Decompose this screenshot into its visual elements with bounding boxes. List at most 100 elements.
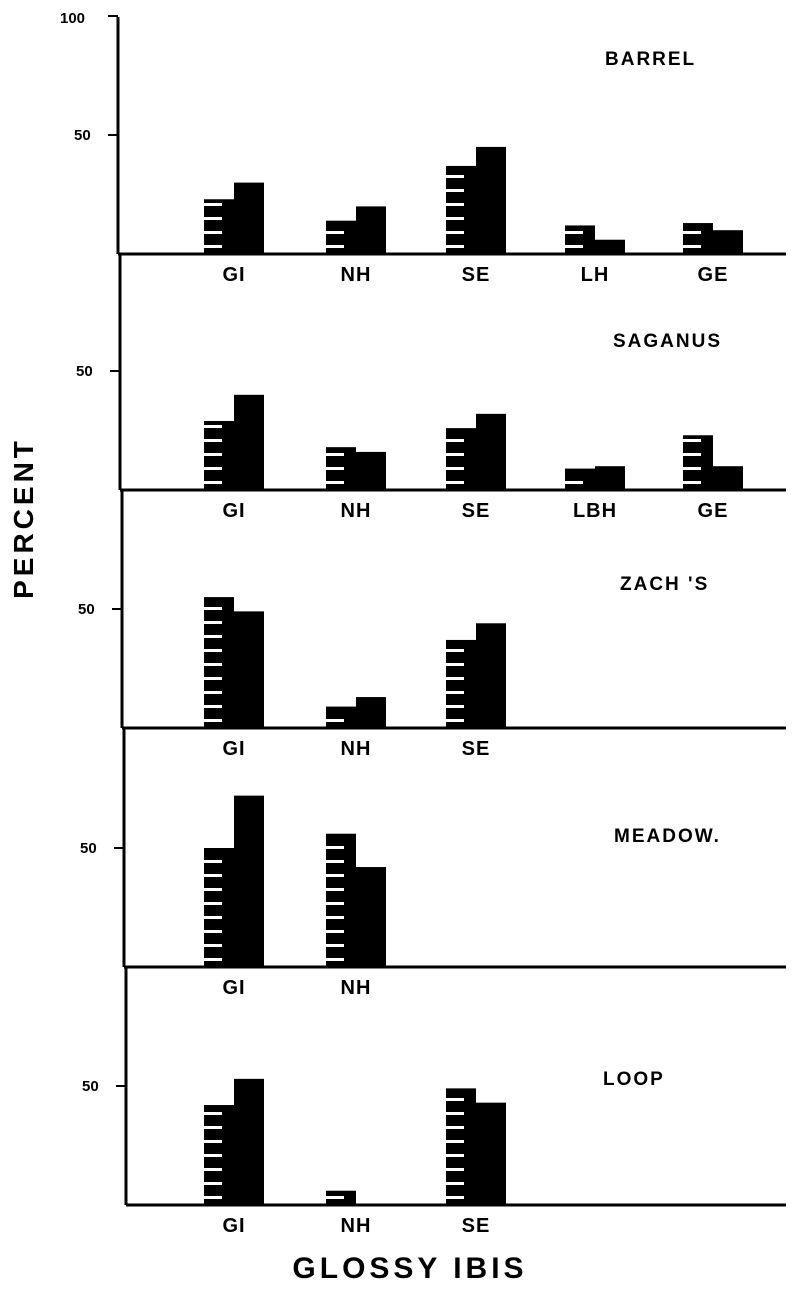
bar-striped-ge: [683, 223, 713, 254]
bar-stripe-ge-1: [681, 467, 701, 470]
bar-stripe-se-5: [444, 649, 464, 652]
y-tick-label-50: 50: [74, 127, 91, 144]
bar-stripe-gi-7: [202, 860, 222, 863]
bar-solid-ge: [713, 230, 743, 254]
bar-striped-se: [446, 1088, 476, 1205]
bar-striped-lbh: [565, 468, 595, 490]
y-tick-label-50: 50: [78, 601, 95, 618]
category-label-lbh: LBH: [573, 500, 617, 522]
bar-solid-nh: [356, 206, 386, 254]
bar-stripe-se-1: [444, 231, 464, 234]
bar-stripe-gi-6: [202, 1112, 222, 1115]
category-label-se: SE: [462, 264, 491, 286]
bar-stripe-gi-3: [202, 677, 222, 680]
bar-stripe-nh-4: [324, 902, 344, 905]
category-label-nh: NH: [341, 977, 372, 999]
bar-stripe-nh-1: [324, 944, 344, 947]
panel-4: 50 LOOP GI NH SE: [82, 967, 786, 1237]
bar-solid-ge: [713, 466, 743, 490]
bar-solid-se: [476, 623, 506, 728]
bar-stripe-se-2: [444, 217, 464, 220]
bar-stripe-gi-4: [202, 425, 222, 428]
y-tick-label-50: 50: [80, 840, 97, 857]
category-label-ge: GE: [698, 500, 729, 522]
bar-stripe-nh-2: [324, 453, 344, 456]
category-label-nh: NH: [341, 500, 372, 522]
bar-stripe-ge-0: [681, 481, 701, 484]
panel-0: 50 BARREL GI NH SE LH GE: [74, 15, 786, 286]
panel-title-4: LOOP: [603, 1069, 665, 1090]
bar-stripe-nh-7: [324, 860, 344, 863]
bar-solid-gi: [234, 795, 264, 967]
bar-solid-nh: [356, 697, 386, 728]
bar-stripe-nh-6: [324, 874, 344, 877]
bar-striped-se: [446, 428, 476, 490]
bar-stripe-se-5: [444, 1126, 464, 1129]
bar-striped-se: [446, 165, 476, 254]
bar-stripe-gi-5: [202, 888, 222, 891]
bar-stripe-gi-1: [202, 944, 222, 947]
bar-solid-se: [476, 413, 506, 490]
category-label-nh: NH: [341, 1215, 372, 1237]
bar-stripe-gi-4: [202, 902, 222, 905]
bar-solid-gi: [234, 394, 264, 490]
bar-stripe-gi-0: [202, 245, 222, 248]
panel-title-3: MEADOW.: [614, 826, 721, 847]
bar-stripe-se-0: [444, 245, 464, 248]
bar-stripe-lh-1: [563, 231, 583, 234]
bar-stripe-gi-2: [202, 217, 222, 220]
y-tick-label-50: 50: [76, 363, 93, 380]
bar-stripe-ge-1: [681, 231, 701, 234]
panel-3: 50 MEADOW. GI NH: [80, 728, 786, 999]
bar-stripe-se-0: [444, 481, 464, 484]
bar-stripe-gi-0: [202, 1196, 222, 1199]
bar-stripe-lbh-0: [563, 481, 583, 484]
category-label-gi: GI: [222, 264, 245, 286]
bar-striped-se: [446, 639, 476, 728]
bar-stripe-se-3: [444, 203, 464, 206]
bar-stripe-nh-0: [324, 1196, 344, 1199]
bar-solid-nh: [356, 867, 386, 967]
category-label-se: SE: [462, 738, 491, 760]
bar-stripe-gi-2: [202, 691, 222, 694]
bar-stripe-gi-3: [202, 916, 222, 919]
category-label-nh: NH: [341, 738, 372, 760]
bar-stripe-gi-0: [202, 719, 222, 722]
bar-solid-se: [476, 146, 506, 254]
bar-stripe-se-7: [444, 1098, 464, 1101]
x-axis-title: GLOSSY IBIS: [292, 1252, 527, 1285]
bar-stripe-se-6: [444, 1112, 464, 1115]
bar-solid-nh: [356, 451, 386, 490]
bar-stripe-gi-6: [202, 874, 222, 877]
bar-stripe-gi-2: [202, 453, 222, 456]
bar-stripe-gi-1: [202, 705, 222, 708]
bar-stripe-gi-5: [202, 649, 222, 652]
y-axis-title: PERCENT: [8, 437, 39, 599]
bar-stripe-nh-5: [324, 888, 344, 891]
bar-striped-nh: [326, 833, 356, 967]
bar-stripe-ge-2: [681, 453, 701, 456]
bar-stripe-gi-2: [202, 930, 222, 933]
bar-stripe-gi-1: [202, 1182, 222, 1185]
category-label-gi: GI: [222, 738, 245, 760]
bar-striped-nh: [326, 706, 356, 728]
bar-stripe-nh-0: [324, 245, 344, 248]
bar-striped-nh: [326, 220, 356, 254]
category-label-nh: NH: [341, 264, 372, 286]
bar-solid-gi: [234, 1078, 264, 1205]
bar-stripe-lh-0: [563, 245, 583, 248]
bar-stripe-nh-8: [324, 846, 344, 849]
bar-stripe-gi-0: [202, 958, 222, 961]
y-tick-label-50: 50: [82, 1078, 99, 1095]
bar-solid-se: [476, 1102, 506, 1205]
bar-solid-gi: [234, 182, 264, 254]
bar-stripe-gi-4: [202, 663, 222, 666]
bar-stripe-se-1: [444, 1182, 464, 1185]
panel-title-0: BARREL: [605, 49, 696, 70]
bar-stripe-se-4: [444, 663, 464, 666]
bar-stripe-gi-0: [202, 481, 222, 484]
bar-stripe-nh-0: [324, 958, 344, 961]
category-label-ge: GE: [698, 264, 729, 286]
